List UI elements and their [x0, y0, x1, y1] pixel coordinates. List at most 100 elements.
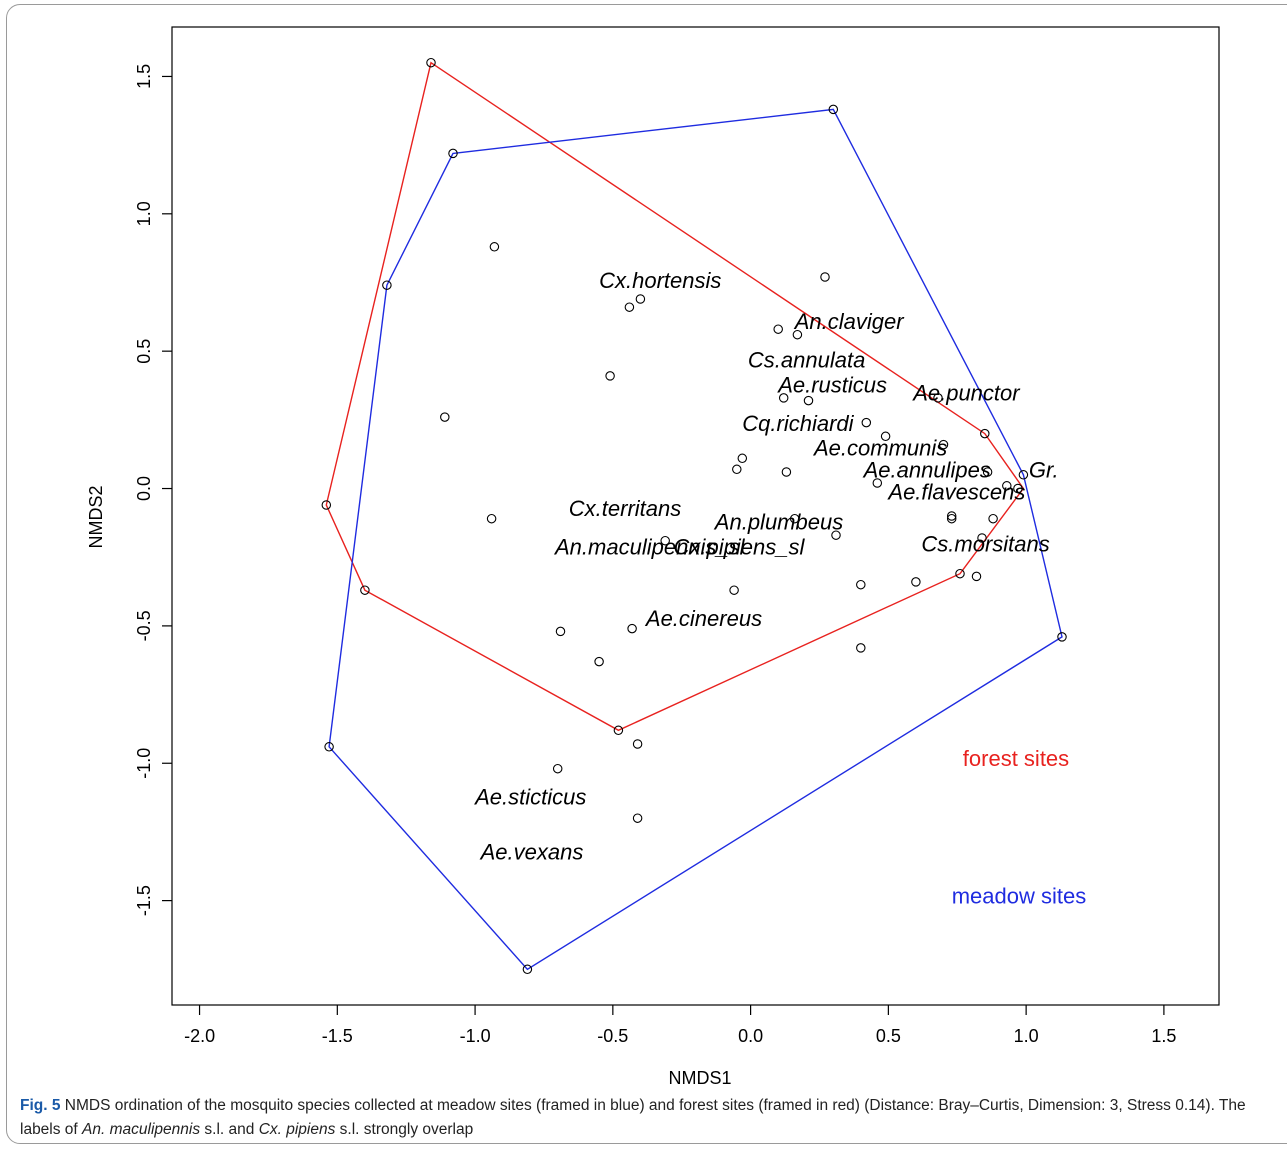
species-label: An.plumbeus [713, 510, 843, 535]
x-tick-label: -0.5 [597, 1026, 628, 1046]
site-point [933, 393, 943, 403]
site-point [321, 500, 332, 510]
site-point [426, 57, 436, 68]
site-point [828, 104, 839, 115]
site-point [627, 623, 637, 634]
site-point [594, 656, 604, 667]
species-label-layer: Cx.hortensis An.claviger Cs.annulataAe.rus… [473, 268, 1086, 908]
site-point [486, 513, 497, 524]
site-point [831, 530, 841, 540]
y-tick-label: -0.5 [134, 610, 154, 641]
site-point [440, 412, 450, 422]
site-point [946, 511, 957, 521]
y-tick-label: 1.5 [134, 64, 154, 89]
site-point [522, 964, 533, 975]
site-point [856, 579, 866, 590]
figure-frame [6, 4, 1287, 1144]
forest-hull [325, 61, 1025, 732]
site-point [448, 148, 458, 159]
x-tick-label: 0.0 [738, 1026, 763, 1046]
site-point [552, 763, 563, 774]
site-point [778, 393, 789, 403]
figure-caption: Fig. 5 NMDS ordination of the mosquito s… [20, 1094, 1282, 1142]
caption-text-b: s.l. and [200, 1121, 259, 1138]
site-point [632, 739, 643, 749]
site-point [789, 513, 800, 524]
x-tick-label: 1.0 [1014, 1026, 1039, 1046]
site-point [872, 478, 883, 488]
hull-layer [325, 61, 1063, 971]
meadow-hull [328, 108, 1063, 971]
species-label: Ae.punctor [911, 381, 1021, 406]
site-point [911, 577, 921, 587]
caption-species-a: An. maculipennis [82, 1121, 201, 1138]
x-tick-label: -2.0 [184, 1026, 215, 1046]
site-point [861, 417, 872, 428]
species-label: Ae.communis [812, 436, 947, 461]
site-point [977, 533, 987, 543]
species-label: Cx.pipiens_sl [674, 535, 806, 560]
species-label: Cq.richiardi [742, 411, 854, 436]
site-point [324, 742, 334, 752]
species-label: Ae.flavescens [886, 480, 1025, 505]
x-axis-label: NMDS1 [668, 1068, 731, 1088]
site-point [729, 585, 739, 595]
site-point [971, 571, 982, 582]
caption-text-a: NMDS ordination of the mosquito species … [20, 1097, 1246, 1138]
site-point [773, 324, 783, 334]
caption-text-c: s.l. strongly overlap [335, 1121, 474, 1138]
site-point [980, 428, 990, 439]
site-point [382, 280, 392, 290]
site-point [555, 626, 566, 637]
site-point [988, 513, 998, 524]
legend-meadow-sites: meadow sites [952, 883, 1087, 908]
x-tick-label: -1.5 [322, 1026, 353, 1046]
site-point [660, 535, 670, 546]
y-tick-label: -1.0 [134, 748, 154, 779]
site-point [737, 453, 748, 464]
site-point [732, 464, 742, 475]
site-point [1018, 470, 1029, 480]
legend-forest-sites: forest sites [963, 746, 1069, 771]
site-point [955, 568, 965, 579]
site-point [613, 725, 624, 736]
y-axis-label: NMDS2 [86, 485, 106, 548]
site-point [856, 643, 866, 653]
site-point [946, 513, 957, 524]
site-point [360, 585, 370, 595]
site-point [489, 242, 500, 252]
species-label: Cs.annulata [748, 348, 865, 373]
site-point [632, 813, 643, 823]
y-tick-label: -1.5 [134, 885, 154, 916]
site-point [880, 431, 891, 442]
species-label: Cs.morsitans [921, 532, 1049, 557]
species-label: Ae.rusticus [776, 372, 887, 397]
site-point [982, 467, 993, 477]
species-label: Ae.sticticus [473, 785, 586, 810]
x-tick-label: -1.0 [460, 1026, 491, 1046]
species-label: Ae.annulipes [862, 458, 991, 483]
point-layer [321, 57, 1067, 975]
site-point [792, 329, 803, 340]
species-label: Ae.vexans [479, 839, 584, 864]
x-tick-label: 0.5 [876, 1026, 901, 1046]
site-point [635, 294, 646, 304]
y-tick-label: 0.5 [134, 339, 154, 364]
x-tick-label: 1.5 [1151, 1026, 1176, 1046]
site-point [820, 272, 830, 282]
y-tick-label: 1.0 [134, 201, 154, 226]
site-point [1002, 481, 1012, 491]
species-label: Gr. [1029, 458, 1059, 483]
species-label: An.claviger [793, 309, 906, 334]
axis-layer: -2.0 -1.5 -1.0 -0.5 0.0 0.5 1.0 1.5 -1.5 -1.0 -0.5… [134, 26, 1220, 1046]
species-label: An.maculipennis_sl [553, 535, 746, 560]
species-label: Cx.hortensis [599, 268, 721, 293]
nmds-plot: Cx.hortensis An.claviger Cs.annulataAe.rus… [86, 26, 1220, 1088]
site-point [781, 467, 792, 477]
species-label: Cx.territans [569, 496, 681, 521]
site-point [1013, 483, 1023, 494]
species-label: Ae.cinereus [644, 606, 762, 631]
figure-number: Fig. 5 [20, 1097, 61, 1114]
plot-area-border [171, 26, 1220, 1006]
site-point [938, 439, 949, 450]
